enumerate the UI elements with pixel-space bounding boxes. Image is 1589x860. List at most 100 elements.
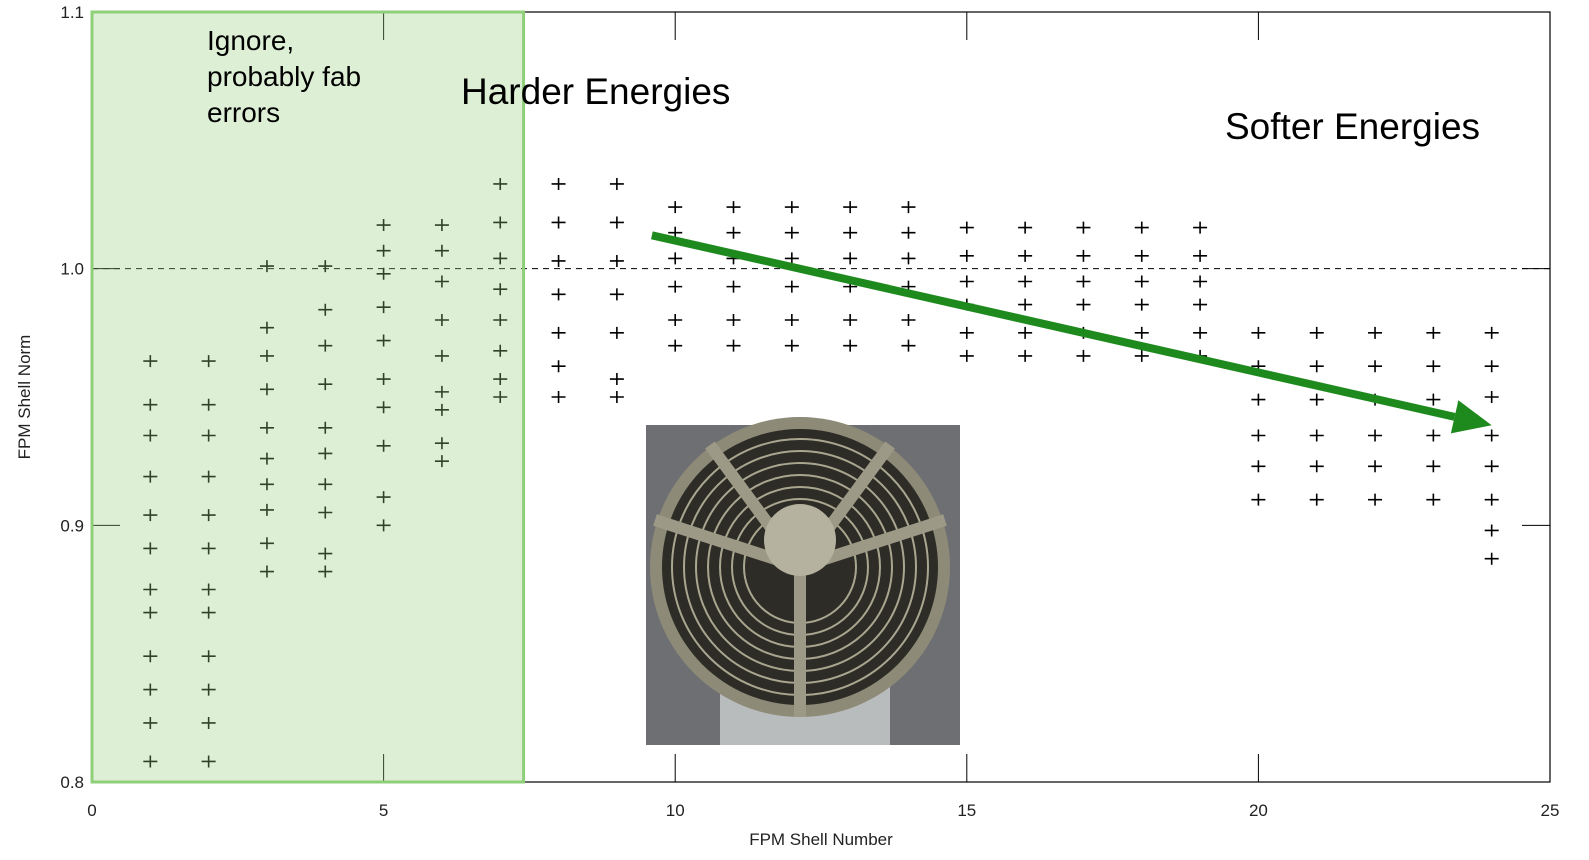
point (1018, 222, 1032, 234)
point (1426, 394, 1440, 406)
point (610, 391, 624, 403)
point (1251, 460, 1265, 472)
point (785, 281, 799, 293)
x-tick-label: 25 (1541, 801, 1560, 820)
point (1135, 327, 1149, 339)
point (1193, 299, 1207, 311)
point (1368, 360, 1382, 372)
annotation: Harder Energies (461, 71, 730, 112)
y-tick-label: 1.1 (60, 3, 84, 22)
point (1485, 494, 1499, 506)
point (1310, 430, 1324, 442)
point (1135, 299, 1149, 311)
y-tick-label: 0.8 (60, 773, 84, 792)
point (552, 255, 566, 267)
point (610, 178, 624, 190)
point (785, 201, 799, 213)
point (901, 340, 915, 352)
point (668, 314, 682, 326)
point (1368, 430, 1382, 442)
point (901, 252, 915, 264)
point (960, 327, 974, 339)
point (1485, 360, 1499, 372)
point (1310, 394, 1324, 406)
point (1310, 460, 1324, 472)
point (960, 350, 974, 362)
point (1193, 276, 1207, 288)
point (1426, 360, 1440, 372)
point (1485, 524, 1499, 536)
point (1076, 276, 1090, 288)
annotation: Softer Energies (1225, 106, 1480, 147)
point (1076, 250, 1090, 262)
chart: 0.80.91.01.10510152025FPM Shell NumberFP… (0, 0, 1589, 860)
point (1310, 327, 1324, 339)
point (1368, 494, 1382, 506)
point (843, 227, 857, 239)
point (1485, 553, 1499, 565)
point (1426, 460, 1440, 472)
x-tick-label: 0 (87, 801, 96, 820)
point (1485, 327, 1499, 339)
point (1193, 250, 1207, 262)
point (1310, 494, 1324, 506)
point (1485, 391, 1499, 403)
point (1135, 250, 1149, 262)
inset-photo (646, 417, 960, 745)
point (610, 288, 624, 300)
point (1251, 494, 1265, 506)
point (1426, 327, 1440, 339)
point (727, 227, 741, 239)
point (727, 314, 741, 326)
point (785, 227, 799, 239)
point (668, 201, 682, 213)
point (1076, 350, 1090, 362)
point (843, 252, 857, 264)
point (1251, 327, 1265, 339)
point (727, 281, 741, 293)
shaded-region (92, 12, 524, 782)
x-tick-label: 15 (957, 801, 976, 820)
point (610, 255, 624, 267)
point (727, 201, 741, 213)
point (960, 276, 974, 288)
point (785, 340, 799, 352)
point (610, 327, 624, 339)
point (668, 340, 682, 352)
point (668, 252, 682, 264)
point (785, 314, 799, 326)
point (843, 201, 857, 213)
point (552, 327, 566, 339)
point (1135, 350, 1149, 362)
point (1426, 494, 1440, 506)
point (1135, 222, 1149, 234)
point (1368, 327, 1382, 339)
point (960, 250, 974, 262)
point (552, 391, 566, 403)
point (1310, 360, 1324, 372)
y-axis-label: FPM Shell Norm (15, 335, 34, 460)
point (727, 340, 741, 352)
point (1426, 430, 1440, 442)
point (1018, 299, 1032, 311)
point (552, 288, 566, 300)
point (1368, 460, 1382, 472)
point (552, 216, 566, 228)
point (901, 201, 915, 213)
y-tick-label: 0.9 (60, 516, 84, 535)
point (1251, 394, 1265, 406)
point (1135, 276, 1149, 288)
point (1018, 250, 1032, 262)
point (1076, 299, 1090, 311)
point (1251, 430, 1265, 442)
annotation: errors (207, 97, 280, 128)
x-tick-label: 5 (379, 801, 388, 820)
point (610, 373, 624, 385)
point (610, 216, 624, 228)
point (1193, 222, 1207, 234)
point (901, 314, 915, 326)
point (843, 340, 857, 352)
point (960, 222, 974, 234)
point (1018, 327, 1032, 339)
arrow-head (1451, 400, 1492, 433)
